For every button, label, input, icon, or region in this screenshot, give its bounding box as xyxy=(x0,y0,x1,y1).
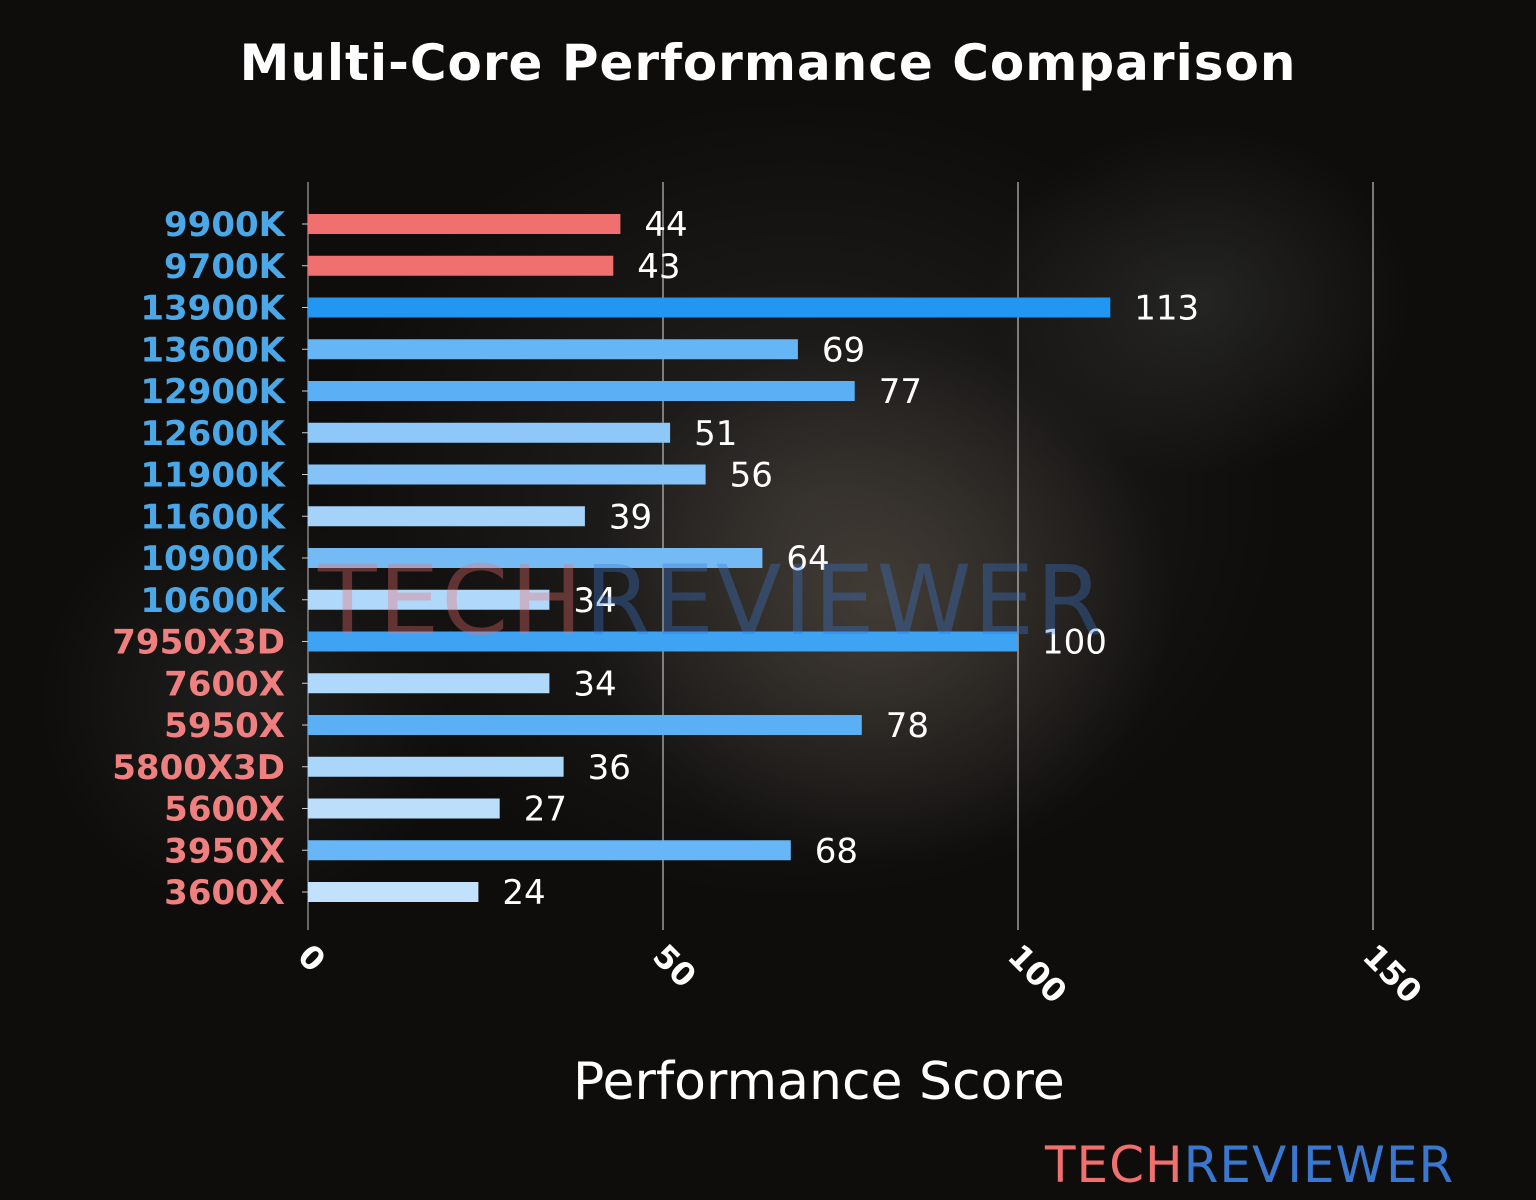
data-label: 39 xyxy=(609,497,652,537)
x-tick-label: 100 xyxy=(1000,937,1074,1011)
y-tick-label: 5800X3D xyxy=(112,748,285,788)
bar-9900K xyxy=(308,214,621,234)
bar-9700K xyxy=(308,255,614,276)
bar-7950X3D xyxy=(308,631,1018,652)
data-label: 68 xyxy=(815,831,858,871)
y-tick-label: 7950X3D xyxy=(112,623,285,663)
y-tick-label: 5950X xyxy=(164,706,285,746)
data-label: 44 xyxy=(644,205,687,245)
bar-7600X xyxy=(308,673,550,694)
bar-12900K xyxy=(308,381,855,401)
y-tick-label: 5600X xyxy=(164,790,285,830)
x-tick-label: 150 xyxy=(1355,937,1429,1011)
bar-11600K xyxy=(308,506,585,527)
y-tick-label: 13900K xyxy=(140,289,286,329)
data-label: 78 xyxy=(886,706,929,746)
data-label: 34 xyxy=(573,581,616,621)
data-label: 34 xyxy=(573,664,616,704)
y-tick-label: 3950X xyxy=(164,831,285,871)
logo-reviewer: REVIEWER xyxy=(1183,1136,1455,1194)
y-tick-label: 3600X xyxy=(164,873,285,913)
bar-13600K xyxy=(308,339,798,360)
bar-5600X xyxy=(308,798,500,819)
data-label: 36 xyxy=(588,748,631,788)
y-tick-label: 10600K xyxy=(140,581,286,621)
y-tick-label: 11900K xyxy=(140,456,286,496)
y-tick-label: 13600K xyxy=(140,330,286,370)
data-label: 24 xyxy=(502,873,545,913)
bar-3950X xyxy=(308,840,791,861)
x-tick-label: 0 xyxy=(290,937,333,980)
x-tick-label: 50 xyxy=(645,937,703,995)
y-tick-label: 9700K xyxy=(164,247,287,287)
bar-10600K xyxy=(308,589,550,610)
bar-5800X3D xyxy=(308,756,564,777)
techreviewer-logo: TECHREVIEWER xyxy=(1045,1136,1454,1194)
data-label: 56 xyxy=(730,456,773,496)
y-tick-label: 11600K xyxy=(140,497,286,537)
y-tick-label: 12900K xyxy=(140,372,286,412)
bar-13900K xyxy=(308,297,1111,318)
chart-title: Multi-Core Performance Comparison xyxy=(239,34,1297,92)
y-tick-label: 12600K xyxy=(140,414,286,454)
data-label: 113 xyxy=(1134,289,1199,329)
data-label: 69 xyxy=(822,330,865,370)
data-label: 77 xyxy=(879,372,922,412)
logo-tech: TECH xyxy=(1045,1136,1184,1194)
data-label: 51 xyxy=(694,414,737,454)
bar-12600K xyxy=(308,422,671,443)
bar-3600X xyxy=(308,882,479,902)
y-tick-label: 10900K xyxy=(140,539,286,579)
data-label: 100 xyxy=(1042,623,1107,663)
bar-10900K xyxy=(308,548,763,568)
data-label: 27 xyxy=(524,790,567,830)
y-tick-label: 7600X xyxy=(164,664,285,704)
bar-5950X xyxy=(308,715,862,735)
data-label: 64 xyxy=(786,539,829,579)
bar-11900K xyxy=(308,464,706,485)
data-label: 43 xyxy=(637,247,680,287)
x-axis-label: Performance Score xyxy=(573,1052,1065,1112)
y-tick-label: 9900K xyxy=(164,205,287,245)
